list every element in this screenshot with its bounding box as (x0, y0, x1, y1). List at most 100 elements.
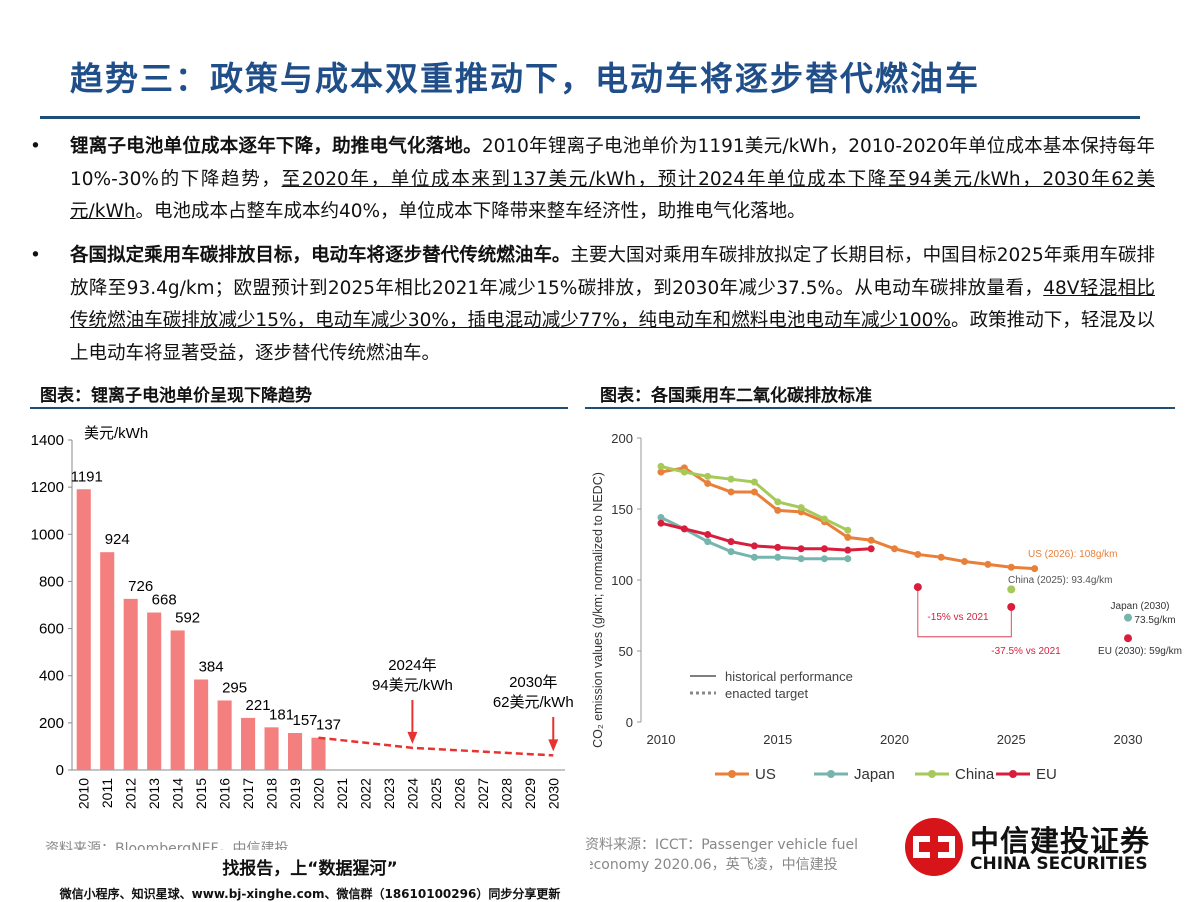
bullet-marker: • (30, 245, 41, 266)
x-tick-label: 2020 (880, 732, 909, 747)
marker (657, 519, 665, 527)
y-unit: 美元/kWh (84, 425, 148, 442)
x-tick-label: 2023 (381, 778, 397, 809)
y-tick-label: 0 (56, 762, 64, 779)
legend-label: China (955, 766, 995, 783)
x-tick-label: 2025 (428, 778, 444, 809)
banner-sub: 微信小程序、知识星球、www.bj-xinghe.com、微信群（1861010… (59, 887, 561, 901)
marker (727, 538, 735, 546)
marker (774, 553, 782, 561)
bullet: • 各国拟定乘用车碳排放目标，电动车将逐步替代传统燃油车。主要大国对乘用车碳排放拟… (30, 240, 1155, 370)
marker (984, 560, 992, 568)
arrow-head (407, 731, 418, 744)
title-rule (40, 116, 1140, 119)
marker (937, 553, 945, 561)
value-label: 668 (152, 592, 177, 609)
logo-cn: 中信建投证券 (970, 824, 1151, 858)
banner-text: 找报告，上“数据猩河” (222, 859, 398, 879)
marker (750, 553, 758, 561)
battery-chart: 0 200 400 600 800 1000 1200 1400 美元/kWh 2010 1191 2… (31, 425, 574, 809)
annotation: US (2026): 108g/km (1028, 549, 1118, 560)
bullet-text: 各国拟定乘用车碳排放目标，电动车将逐步替代传统燃油车。 (70, 245, 571, 266)
y-tick-label: 100 (611, 573, 633, 588)
x-tick-label: 2010 (647, 732, 676, 747)
x-tick-label: 2015 (193, 778, 209, 809)
marker (914, 550, 922, 558)
value-label: 924 (105, 531, 130, 548)
target-marker (1124, 634, 1132, 643)
value-label: 726 (128, 578, 153, 595)
logo-icon (905, 818, 963, 876)
x-tick-label: 2025 (997, 732, 1026, 747)
marker (797, 555, 805, 563)
bar (123, 598, 138, 770)
target-marker (1007, 602, 1016, 611)
annotation: -37.5% vs 2021 (991, 646, 1061, 657)
x-tick-label: 2029 (522, 778, 538, 809)
marker (774, 506, 782, 514)
y-tick-label: 150 (611, 502, 633, 517)
series-line (660, 516, 848, 561)
marker (727, 488, 735, 496)
value-label: 137 (316, 717, 341, 734)
annotation: 73.5g/km (1134, 615, 1175, 626)
style-legend-label: enacted target (725, 686, 809, 701)
legend-marker (928, 770, 936, 778)
bar (100, 552, 115, 770)
x-tick-label: 2030 (545, 778, 561, 809)
annotation: 94美元/kWh (372, 677, 453, 694)
arrow-head (548, 739, 559, 752)
chart-title: 图表：锂离子电池单价呈现下降趋势 (40, 386, 312, 406)
y-tick-label: 1200 (31, 479, 64, 496)
annotation: 2030年 (509, 674, 557, 691)
forecast-line (318, 736, 554, 757)
annotation: EU (2030): 59g/km (1098, 646, 1182, 657)
chart-rule (585, 407, 1175, 409)
marker (867, 545, 875, 553)
bullet-text: 48V轻混相比传统燃油车碳排放减少15%，电动车减少30%，插电混动减少77%，… (70, 277, 1155, 332)
legend-label: US (755, 766, 776, 783)
x-tick-label: 2016 (217, 778, 233, 809)
marker (820, 515, 828, 523)
chart-rule (30, 407, 568, 409)
bar (217, 700, 232, 770)
x-tick-label: 2022 (357, 778, 373, 809)
x-tick-label: 2013 (146, 778, 162, 809)
value-label: 384 (199, 658, 224, 675)
bullet-text: 。电池成本占整车成本约40%，单位成本下降带来整车经济性，助推电气化落地。 (135, 201, 806, 222)
marker (704, 472, 712, 480)
bar (194, 679, 209, 770)
y-tick-label: 0 (626, 715, 633, 730)
marker (844, 555, 852, 563)
value-label: 592 (175, 609, 200, 626)
marker (867, 536, 875, 544)
bar (264, 727, 279, 770)
target-marker (1007, 585, 1016, 594)
banner: 找报告，上“数据猩河” 微信小程序、知识星球、www.bj-xinghe.com… (30, 850, 590, 901)
x-tick-label: 2018 (264, 778, 280, 809)
marker (657, 462, 665, 470)
legend-marker (728, 770, 736, 778)
legend-marker (1009, 770, 1017, 778)
y-tick-label: 600 (39, 621, 64, 638)
bar (311, 737, 326, 770)
value-label: 295 (222, 679, 247, 696)
marker (820, 555, 828, 563)
y-tick-label: 1000 (31, 526, 64, 543)
bullet-text: 2010年锂离子电池单价为1191美元/kWh，2010-2020年单位成本基本… (70, 136, 1155, 190)
marker (844, 533, 852, 541)
x-tick-label: 2011 (99, 778, 115, 808)
target-marker (913, 583, 922, 592)
annotation: 62美元/kWh (493, 694, 574, 711)
y-label: CO₂ emission values (g/km; normalized to… (591, 472, 605, 748)
y-tick-label: 200 (611, 431, 633, 446)
annotation: Japan (2030) (1111, 601, 1170, 612)
marker (657, 468, 665, 476)
marker (774, 498, 782, 506)
bullet-text: 锂离子电池单位成本逐年下降，助推电气化落地。 (70, 136, 482, 157)
bullet-text: 。政策推动下，轻混及以上电动车将显著受益，逐步替代传统燃油车。 (70, 310, 1155, 364)
y-tick-label: 400 (39, 668, 64, 685)
x-tick-label: 2021 (334, 778, 350, 809)
marker (797, 504, 805, 512)
marker (774, 543, 782, 551)
